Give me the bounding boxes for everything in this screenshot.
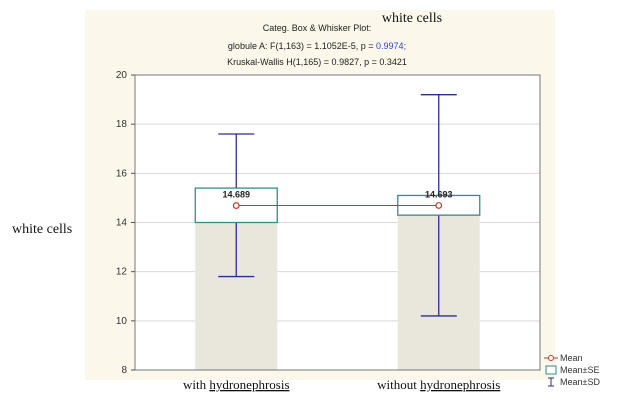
mean-data-label: 14.689 [222, 190, 250, 200]
x-tick-label: with hydronephrosis [183, 377, 290, 392]
anova-stats: globule A: F(1,163) = 1.1052E-5, p = [227, 41, 377, 51]
chart-header-line-3: Kruskal-Wallis H(1,165) = 0.9827, p = 0.… [227, 57, 407, 67]
mean-point [435, 202, 443, 209]
legend-label-mean: Mean [560, 353, 583, 363]
legend-item-sd: Mean±SD [544, 376, 600, 388]
y-tick-label: 20 [116, 70, 128, 81]
x-tick-label-word: with [183, 377, 209, 392]
legend-label-sd: Mean±SD [560, 377, 600, 387]
chart-title: white cells [381, 11, 443, 26]
legend-item-se: Mean±SE [544, 364, 600, 376]
x-tick-label-underlined-word: hydronephrosis [209, 377, 289, 392]
legend: Mean Mean±SE Mean±SD [544, 352, 600, 388]
y-tick-label: 14 [116, 218, 128, 229]
sd-whisker-icon [544, 377, 558, 387]
chart-header-line-1: Categ. Box & Whisker Plot: [262, 23, 372, 33]
legend-label-se: Mean±SE [560, 365, 600, 375]
y-axis-label: white cells [12, 222, 73, 237]
x-tick-label-underlined-word: hydronephrosis [420, 377, 500, 392]
mean-marker-icon [544, 353, 558, 363]
y-tick-label: 8 [121, 365, 127, 376]
anova-p-value: 0.9974; [376, 41, 407, 51]
mean-data-label: 14.693 [425, 189, 453, 199]
y-tick-label: 10 [116, 316, 128, 327]
mean-point [232, 202, 240, 209]
legend-item-mean: Mean [544, 352, 600, 364]
x-tick-label-word: without [377, 377, 420, 392]
chart-header-line-2: globule A: F(1,163) = 1.1052E-5, p = 0.9… [228, 41, 406, 51]
y-tick-label: 16 [116, 168, 128, 179]
se-box-icon [544, 365, 558, 375]
y-tick-label: 12 [116, 267, 128, 278]
x-tick-label: without hydronephrosis [377, 377, 500, 392]
y-tick-label: 18 [116, 119, 128, 130]
